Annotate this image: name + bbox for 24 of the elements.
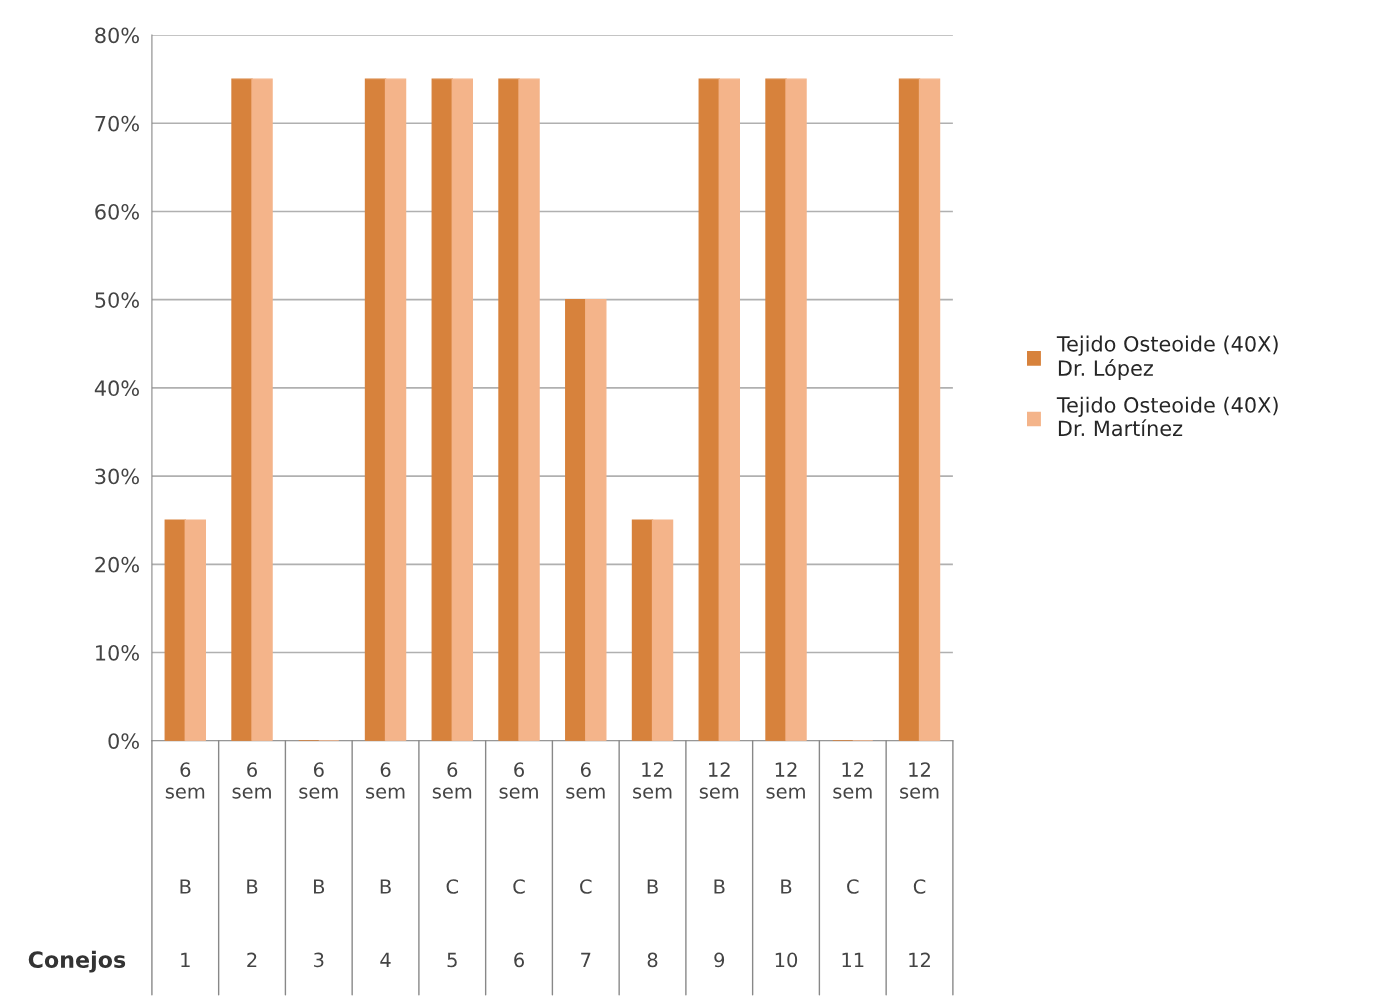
category-label: 12 sem B 9 — [699, 762, 739, 968]
y-tick-label: 10% — [96, 644, 139, 661]
category-label: 6 sem B 3 — [299, 762, 338, 968]
y-tick-label: 30% — [95, 468, 139, 485]
y-tick-label: 70% — [95, 115, 139, 132]
category-label: 12 sem B 10 — [766, 762, 805, 968]
legend-label: Tejido Osteoide (40X) Dr. Martínez — [1056, 396, 1278, 437]
legend-label: Tejido Osteoide (40X) Dr. López — [1056, 335, 1278, 381]
category-label: 6 sem C 6 — [499, 762, 538, 968]
y-tick-label: 50% — [95, 292, 139, 308]
y-tick-label: 40% — [94, 380, 139, 397]
category-label: 12 sem C 12 — [900, 762, 939, 967]
y-tick-label: 80% — [95, 27, 139, 44]
y-tick-label: 20% — [95, 556, 139, 573]
category-label: 12 sem B 8 — [633, 762, 672, 968]
category-label: 6 sem C 5 — [432, 762, 472, 968]
text: Conejos — [28, 950, 126, 973]
y-tick-label: 60% — [95, 203, 139, 220]
category-label: 6 sem B 1 — [165, 762, 205, 967]
category-label: 6 sem C 7 — [566, 762, 605, 967]
category-label: 12 sem C 11 — [833, 762, 872, 967]
category-label: 6 sem B 2 — [232, 762, 271, 967]
y-tick-label: 0% — [108, 733, 139, 749]
category-label: 6 sem B 4 — [366, 762, 405, 967]
